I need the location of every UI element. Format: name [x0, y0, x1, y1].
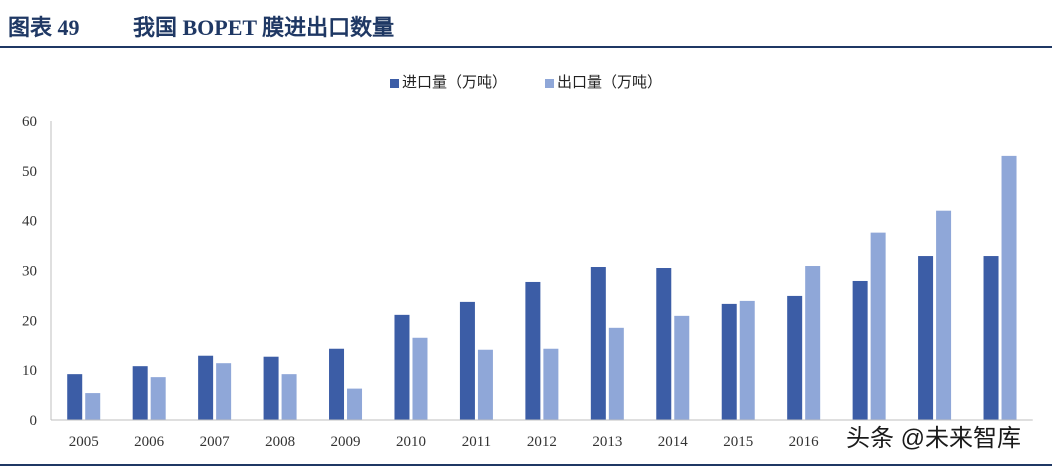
figure-label: 图表 49: [8, 15, 80, 40]
export-bar: [281, 374, 297, 420]
import-bar: [263, 356, 279, 420]
x-tick-label: 2013: [592, 434, 622, 450]
import-bar: [394, 314, 410, 420]
export-bar: [674, 315, 690, 420]
export-bar: [805, 266, 821, 420]
export-bar: [739, 300, 755, 420]
title-divider: [0, 46, 1052, 48]
import-bar: [198, 355, 214, 420]
bottom-divider: [0, 464, 1052, 466]
import-bar: [525, 281, 541, 420]
y-tick-label: 40: [22, 214, 37, 230]
legend-swatch-import: [390, 78, 399, 88]
export-bar: [608, 327, 624, 420]
legend-item-import: 进口量（万吨）: [390, 73, 507, 93]
y-tick-label: 30: [22, 264, 37, 280]
import-bar: [918, 256, 934, 420]
x-tick-label: 2006: [134, 434, 165, 450]
chart-title: 我国 BOPET 膜进出口数量: [133, 15, 395, 40]
export-bar: [412, 337, 428, 420]
x-tick-label: 2011: [462, 434, 491, 450]
x-tick-label: 2009: [331, 434, 361, 450]
export-bar: [477, 349, 493, 420]
x-tick-label: 2007: [200, 434, 231, 450]
export-bar: [216, 363, 232, 420]
x-tick-label: 2014: [658, 434, 689, 450]
x-tick-label: 2015: [723, 434, 753, 450]
x-tick-label: 2010: [396, 434, 426, 450]
import-bar: [590, 267, 606, 420]
export-bar: [150, 377, 166, 420]
legend-label-export: 出口量（万吨）: [557, 75, 663, 91]
import-bar: [67, 374, 83, 420]
x-tick-label: 2008: [265, 434, 295, 450]
export-bar: [870, 232, 886, 420]
import-bar: [459, 301, 475, 420]
y-tick-label: 0: [30, 413, 38, 429]
legend-swatch-export: [545, 78, 554, 88]
export-bar: [543, 348, 559, 420]
export-bar: [936, 210, 952, 420]
export-bar: [85, 393, 101, 420]
legend-label-import: 进口量（万吨）: [402, 75, 508, 91]
x-tick-label: 2016: [789, 434, 820, 450]
import-bar: [852, 280, 868, 420]
x-tick-label: 2012: [527, 434, 557, 450]
export-bar: [347, 388, 363, 420]
import-bar: [983, 256, 999, 420]
y-tick-label: 50: [22, 164, 37, 180]
x-tick-label: 2005: [69, 434, 99, 450]
import-bar: [787, 295, 803, 420]
import-bar: [329, 348, 345, 420]
import-bar: [132, 366, 148, 420]
y-tick-label: 60: [22, 114, 37, 130]
y-tick-label: 20: [22, 313, 37, 329]
import-bar: [656, 268, 672, 420]
watermark: 头条 @未来智库: [846, 425, 1022, 452]
y-tick-label: 10: [22, 363, 37, 379]
legend-item-export: 出口量（万吨）: [545, 73, 662, 93]
import-bar: [721, 303, 737, 420]
export-bar: [1001, 155, 1017, 420]
